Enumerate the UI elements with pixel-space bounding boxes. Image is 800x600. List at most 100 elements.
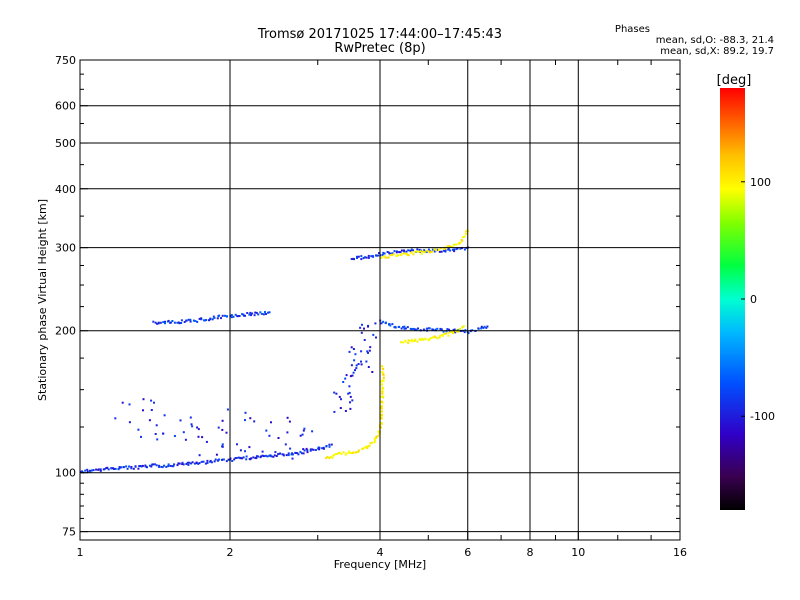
- colorbar: [720, 88, 745, 510]
- data-point: [428, 327, 431, 330]
- data-point: [99, 468, 102, 471]
- data-point: [379, 256, 382, 259]
- data-point: [130, 466, 133, 468]
- trace-0: [80, 443, 333, 474]
- data-point: [126, 467, 129, 470]
- data-point: [84, 469, 87, 472]
- data-point: [306, 451, 309, 454]
- trace-7: [114, 398, 320, 460]
- data-point: [384, 256, 387, 259]
- data-point: [482, 326, 485, 329]
- data-point: [241, 457, 243, 460]
- data-point: [196, 426, 199, 429]
- data-point: [348, 350, 351, 353]
- data-point: [434, 336, 437, 339]
- data-point: [365, 256, 368, 259]
- data-point: [351, 399, 354, 402]
- data-point: [242, 313, 245, 316]
- data-point: [299, 434, 302, 437]
- data-point: [375, 336, 377, 339]
- data-point: [257, 455, 259, 458]
- data-point: [379, 426, 382, 428]
- data-point: [373, 441, 376, 444]
- data-point: [148, 464, 151, 467]
- data-point: [164, 320, 166, 323]
- data-point: [339, 407, 342, 409]
- data-point: [442, 249, 445, 252]
- data-point: [260, 312, 263, 315]
- data-point: [156, 438, 159, 441]
- data-point: [442, 247, 445, 250]
- data-point: [305, 447, 308, 450]
- trace-4: [399, 325, 465, 344]
- data-point: [381, 253, 384, 256]
- data-point: [235, 457, 238, 459]
- data-point: [380, 417, 383, 420]
- data-point: [378, 433, 381, 435]
- data-point: [237, 456, 240, 459]
- data-point: [144, 465, 147, 468]
- data-point: [245, 455, 248, 458]
- data-point: [150, 399, 153, 402]
- data-point: [363, 339, 366, 341]
- data-point: [360, 258, 363, 261]
- data-point: [444, 250, 447, 253]
- data-point: [302, 429, 305, 432]
- data-point: [426, 327, 429, 330]
- data-point: [381, 383, 384, 386]
- data-point: [148, 419, 151, 422]
- data-point: [407, 342, 410, 344]
- data-point: [206, 459, 209, 462]
- data-point: [416, 248, 419, 251]
- data-point: [380, 421, 383, 424]
- data-point: [252, 456, 255, 459]
- data-point: [389, 324, 392, 327]
- stats-o-mode: mean, sd,O: -88.3, 21.4: [655, 35, 774, 46]
- data-point: [302, 452, 305, 455]
- data-point: [367, 256, 370, 259]
- data-point: [416, 250, 418, 253]
- data-point: [345, 452, 348, 455]
- data-point: [339, 451, 342, 454]
- data-point: [233, 458, 236, 461]
- data-point: [398, 325, 401, 328]
- data-point: [360, 331, 363, 334]
- data-point: [152, 463, 154, 466]
- data-point: [399, 251, 402, 254]
- data-point: [382, 251, 385, 254]
- data-point: [371, 441, 373, 444]
- data-point: [167, 319, 170, 322]
- data-point: [255, 455, 258, 458]
- data-point: [440, 250, 443, 253]
- data-point: [421, 250, 424, 253]
- data-point: [467, 332, 470, 335]
- chart-subtitle: RwPretec (8p): [334, 41, 426, 56]
- data-point: [299, 450, 302, 453]
- data-point: [259, 455, 262, 458]
- data-point: [193, 462, 196, 465]
- data-point: [154, 321, 157, 324]
- data-point: [287, 452, 290, 455]
- data-point: [448, 328, 451, 331]
- data-point: [303, 427, 306, 430]
- data-point: [137, 428, 140, 431]
- grid-lines: [80, 60, 680, 540]
- data-point: [300, 452, 303, 455]
- data-point: [368, 349, 371, 352]
- data-point: [439, 334, 442, 337]
- data-point: [253, 314, 256, 317]
- data-point: [385, 321, 387, 324]
- data-point: [118, 467, 121, 470]
- data-point: [372, 333, 375, 336]
- data-point: [381, 400, 384, 403]
- data-point: [444, 249, 447, 252]
- data-point: [344, 410, 347, 412]
- data-point: [246, 312, 249, 314]
- data-point: [350, 364, 353, 367]
- data-point: [410, 248, 413, 251]
- data-point: [367, 254, 370, 257]
- data-point: [99, 469, 102, 472]
- data-point: [464, 329, 467, 332]
- data-point: [447, 245, 449, 248]
- data-point: [221, 428, 224, 431]
